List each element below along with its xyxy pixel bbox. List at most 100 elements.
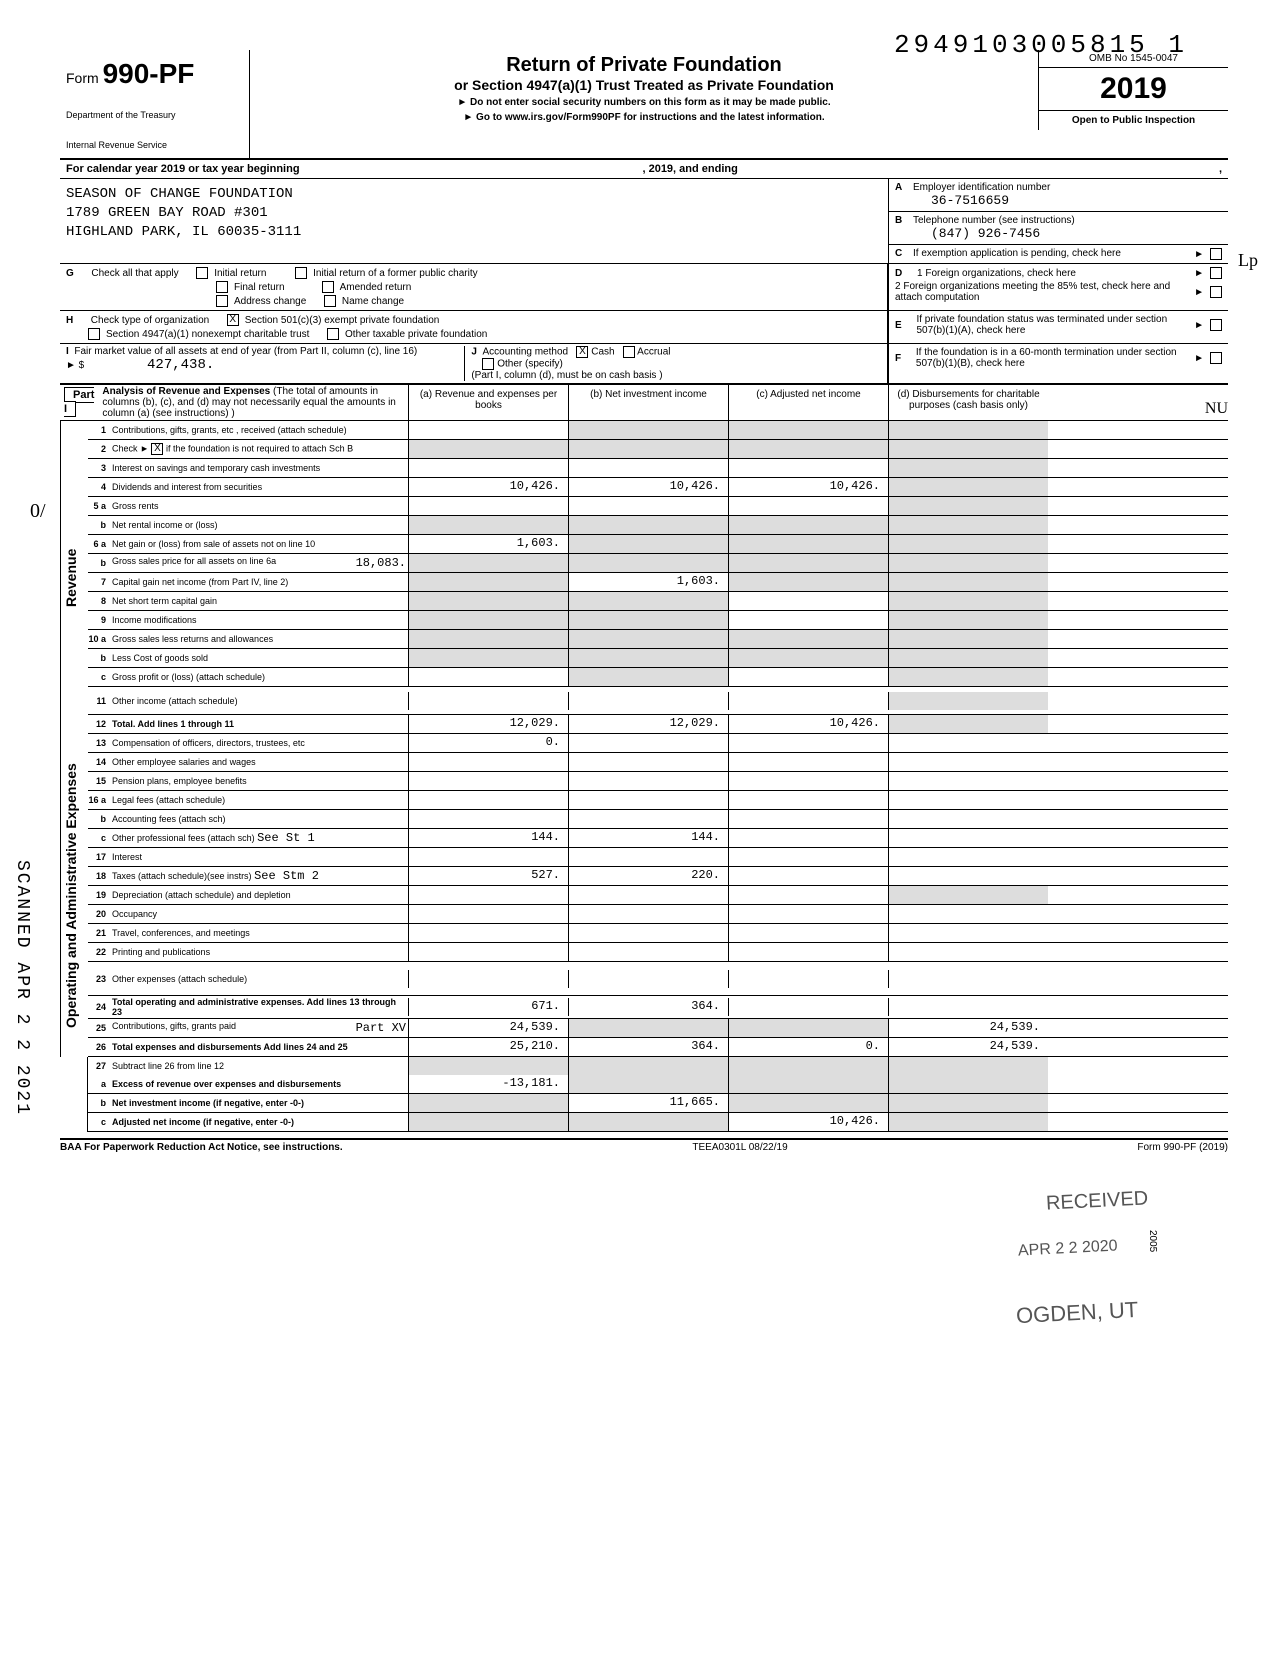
r20-c: [728, 905, 888, 923]
org-addr1: 1789 GREEN BAY ROAD #301: [66, 204, 882, 223]
r9-c: [728, 611, 888, 629]
row-14: 14Other employee salaries and wages: [88, 753, 1228, 772]
r10b-d: Less Cost of goods sold: [110, 652, 408, 664]
r21-c: [728, 924, 888, 942]
r16a-n: 16 a: [88, 795, 110, 805]
r8-a: [408, 592, 568, 610]
i-label: Fair market value of all assets at end o…: [74, 346, 417, 357]
r26-a: 25,210.: [408, 1038, 568, 1056]
r5b-d: Net rental income or (loss): [110, 519, 408, 531]
revenue-section: Revenue 1Contributions, gifts, grants, e…: [60, 421, 1228, 734]
footer: BAA For Paperwork Reduction Act Notice, …: [60, 1138, 1228, 1153]
r17-d: Interest: [110, 851, 408, 863]
r8-b: [568, 592, 728, 610]
r15-dd: [888, 772, 1048, 790]
chk-501c3[interactable]: X: [227, 314, 239, 326]
org-addr2: HIGHLAND PARK, IL 60035-3111: [66, 223, 882, 242]
r6a-d: Net gain or (loss) from sale of assets n…: [110, 538, 408, 550]
chk-e[interactable]: [1210, 319, 1222, 331]
r10a-c: [728, 630, 888, 648]
r7-b: 1,603.: [568, 573, 728, 591]
row-23: 23Other expenses (attach schedule): [88, 962, 1228, 996]
chk-other-acct[interactable]: [482, 358, 494, 370]
chk-name[interactable]: [324, 295, 336, 307]
chk-amended[interactable]: [322, 281, 334, 293]
r16a-c: [728, 791, 888, 809]
r22-c: [728, 943, 888, 961]
row-19: 19Depreciation (attach schedule) and dep…: [88, 886, 1228, 905]
tax-year: 2019: [1039, 68, 1228, 111]
r27b-b: 11,665.: [568, 1094, 728, 1112]
j-note: (Part I, column (d), must be on cash bas…: [471, 370, 662, 381]
r5b-n: b: [88, 520, 110, 530]
section-i-j-f: I Fair market value of all assets at end…: [60, 344, 1228, 384]
r12-d: Total. Add lines 1 through 11: [110, 718, 408, 730]
r23-d: Other expenses (attach schedule): [110, 973, 408, 985]
r10b-n: b: [88, 653, 110, 663]
form-prefix: Form: [66, 70, 99, 86]
dept-treasury: Department of the Treasury: [66, 110, 243, 120]
box-h: H Check type of organization X Section 5…: [60, 311, 888, 343]
e-label: If private foundation status was termina…: [916, 314, 1188, 336]
r5b-a: [408, 516, 568, 534]
r5a-b: [568, 497, 728, 515]
r27a-d: Excess of revenue over expenses and disb…: [110, 1078, 408, 1090]
chk-initial-pc[interactable]: [295, 267, 307, 279]
r25-dd: 24,539.: [888, 1019, 1048, 1037]
tag-f: F: [895, 353, 901, 364]
r5a-d: Gross rents: [110, 500, 408, 512]
row-6a: 6 aNet gain or (loss) from sale of asset…: [88, 535, 1228, 554]
r27c-db: Adjusted net income (if negative, enter …: [112, 1117, 294, 1127]
tag-d: D: [895, 268, 902, 279]
box-c: C If exemption application is pending, c…: [889, 245, 1228, 263]
handwriting-lp: Lp: [1238, 250, 1258, 271]
r20-n: 20: [88, 909, 110, 919]
part1-header: Part I Analysis of Revenue and Expenses …: [60, 384, 1228, 421]
chk-other-tax[interactable]: [327, 328, 339, 340]
r11-b: [568, 692, 728, 710]
r8-n: 8: [88, 596, 110, 606]
section-g-d: G Check all that apply Initial return In…: [60, 264, 1228, 311]
chk-4947[interactable]: [88, 328, 100, 340]
title-note2: ► Go to www.irs.gov/Form990PF for instru…: [258, 112, 1030, 123]
r10c-b: [568, 668, 728, 686]
box-e: E If private foundation status was termi…: [888, 311, 1228, 343]
col-a: (a) Revenue and expenses per books: [408, 385, 568, 420]
r24-dd: [888, 998, 1048, 1016]
r5b-c: [728, 516, 888, 534]
handwriting-nu: NU: [1205, 400, 1228, 418]
chk-accrual[interactable]: [623, 346, 635, 358]
r16a-d: Legal fees (attach schedule): [110, 794, 408, 806]
r6b-a: [408, 554, 568, 572]
chk-initial[interactable]: [196, 267, 208, 279]
row-1: 1Contributions, gifts, grants, etc , rec…: [88, 421, 1228, 440]
chk-d2[interactable]: [1210, 286, 1222, 298]
chk-cash[interactable]: X: [576, 346, 588, 358]
row-25: 25Contributions, gifts, grants paid Part…: [88, 1019, 1228, 1038]
tag-e: E: [895, 320, 902, 331]
r4-c: 10,426.: [728, 478, 888, 496]
chk-d1[interactable]: [1210, 267, 1222, 279]
g-o6: Name change: [342, 296, 404, 307]
chk-c[interactable]: [1210, 248, 1222, 260]
box-f: F If the foundation is in a 60-month ter…: [888, 344, 1228, 383]
row-10c: cGross profit or (loss) (attach schedule…: [88, 668, 1228, 687]
row-24: 24Total operating and administrative exp…: [88, 996, 1228, 1019]
r16b-c: [728, 810, 888, 828]
row-16c: cOther professional fees (attach sch) Se…: [88, 829, 1228, 848]
handwriting-zero: 0/: [30, 500, 46, 523]
r6b-v: 18,083.: [356, 556, 406, 570]
r15-b: [568, 772, 728, 790]
g-o5: Address change: [234, 296, 306, 307]
r5a-a: [408, 497, 568, 515]
h-o1: Section 501(c)(3) exempt private foundat…: [245, 315, 440, 326]
chk-f[interactable]: [1210, 352, 1222, 364]
year-box: OMB No 1545-0047 2019 Open to Public Ins…: [1038, 50, 1228, 130]
r6b-c: [728, 554, 888, 572]
row-26: 26Total expenses and disbursements Add l…: [88, 1038, 1228, 1057]
g-o3: Final return: [234, 282, 285, 293]
chk-final[interactable]: [216, 281, 228, 293]
chk-addr[interactable]: [216, 295, 228, 307]
chk-schb[interactable]: X: [151, 443, 163, 455]
r16a-a: [408, 791, 568, 809]
